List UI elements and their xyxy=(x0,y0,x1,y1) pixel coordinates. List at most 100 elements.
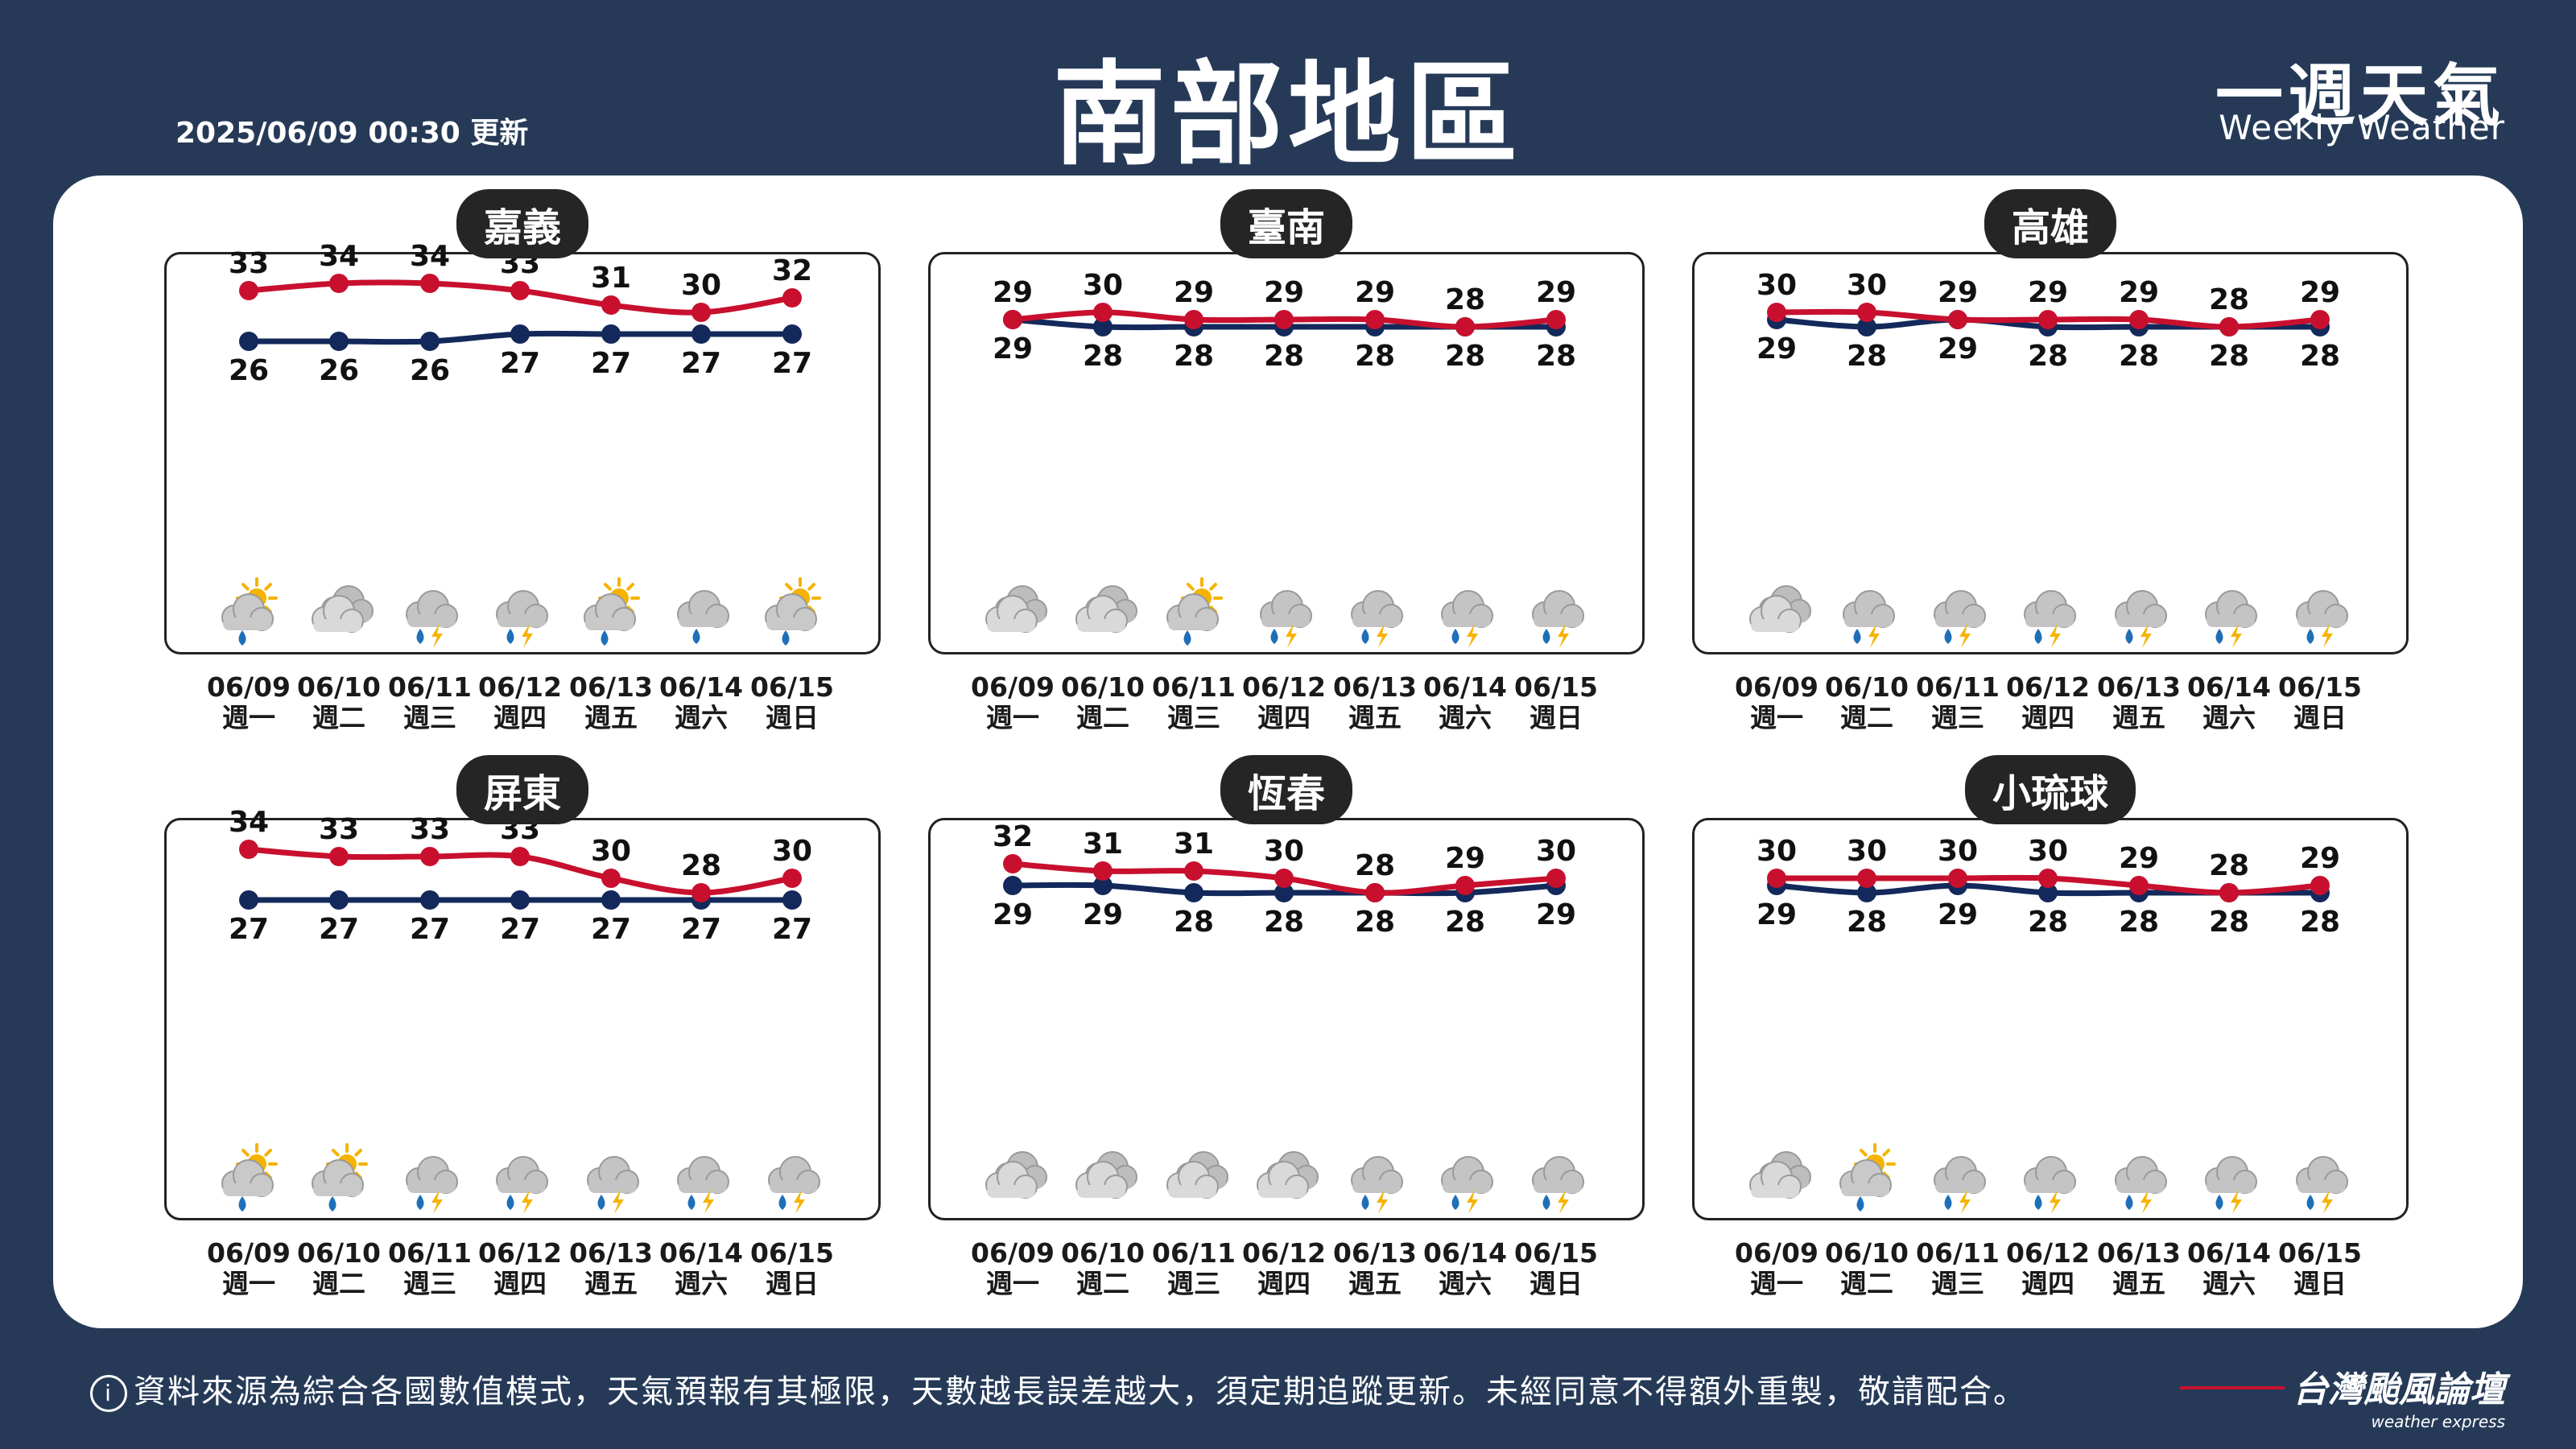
city-name-label: 屏東 xyxy=(456,755,589,824)
day-label: 06/15 週日 xyxy=(744,672,840,733)
high-temp-point xyxy=(1857,869,1876,888)
weekday-text: 週五 xyxy=(584,1268,638,1299)
high-temp-label: 30 xyxy=(1847,835,1887,868)
high-temp-label: 30 xyxy=(772,835,812,868)
high-temp-label: 34 xyxy=(410,240,450,273)
high-temp-label: 34 xyxy=(229,806,269,839)
high-temp-label: 30 xyxy=(2028,835,2068,868)
low-temp-point xyxy=(691,324,711,344)
date-text: 06/09 xyxy=(1735,671,1818,703)
date-text: 06/10 xyxy=(1061,1237,1145,1269)
cloud-shape xyxy=(496,1156,548,1194)
low-temp-label: 28 xyxy=(2209,906,2249,939)
city-card: 恆春 29 29 28 28 28 28 29 32 31 31 30 28 29 30 06/09 週一 06/… xyxy=(928,755,1645,1302)
thunder-rain-icon xyxy=(1532,1156,1584,1214)
city-card: 小琉球 29 28 29 28 28 28 28 30 30 30 30 29 28 29 06/09 週一 06… xyxy=(1692,755,2409,1302)
high-temp-point xyxy=(1003,310,1022,329)
cloud-shape xyxy=(1934,1156,1986,1194)
low-temp-point xyxy=(782,890,802,910)
date-text: 06/14 xyxy=(659,1237,743,1269)
low-temp-label: 28 xyxy=(2028,906,2068,939)
day-label: 06/12 週四 xyxy=(1236,672,1332,733)
low-temp-label: 27 xyxy=(591,347,631,380)
day-label: 06/11 週三 xyxy=(1146,672,1242,733)
thunder-rain-icon xyxy=(2115,590,2167,648)
high-temp-point xyxy=(2310,876,2330,895)
high-temp-point xyxy=(239,281,258,300)
cloud-shape xyxy=(587,1156,639,1194)
weekday-text: 週四 xyxy=(2021,702,2074,733)
cloud-shape xyxy=(768,1156,820,1194)
raindrop-shape xyxy=(2306,629,2314,644)
cloudy-icon xyxy=(1075,585,1137,633)
low-temp-point xyxy=(601,890,621,910)
date-text: 06/15 xyxy=(750,671,834,703)
weekday-text: 週一 xyxy=(1750,1268,1803,1299)
high-temp-point xyxy=(1184,861,1203,881)
city-name-label: 嘉義 xyxy=(456,189,589,258)
high-temp-label: 30 xyxy=(1938,835,1978,868)
day-label: 06/15 週日 xyxy=(2272,1238,2368,1299)
high-temp-point xyxy=(1365,883,1385,902)
day-label: 06/13 週五 xyxy=(1327,672,1423,733)
cloud-shape xyxy=(677,590,729,628)
thunder-rain-icon xyxy=(2115,1156,2167,1214)
day-label: 06/10 週二 xyxy=(291,672,387,733)
cloud-shape xyxy=(406,590,458,628)
high-temp-label: 28 xyxy=(1445,283,1485,316)
cloud-shape xyxy=(312,595,364,633)
cloud-shape xyxy=(1934,590,1986,628)
date-text: 06/14 xyxy=(1423,671,1507,703)
low-temp-point xyxy=(510,324,530,344)
date-text: 06/13 xyxy=(1333,1237,1417,1269)
high-temp-point xyxy=(1274,310,1294,329)
weekday-text: 週三 xyxy=(1167,702,1220,733)
weekday-text: 週六 xyxy=(675,1268,728,1299)
low-temp-label: 29 xyxy=(1083,898,1123,931)
high-temp-label: 30 xyxy=(681,269,721,302)
city-name-label: 高雄 xyxy=(1984,189,2117,258)
low-temp-point xyxy=(1093,317,1113,336)
thunder-rain-icon xyxy=(1351,1156,1403,1214)
high-temp-label: 32 xyxy=(993,820,1033,853)
date-text: 06/12 xyxy=(478,671,562,703)
date-text: 06/09 xyxy=(207,671,291,703)
cloud-shape xyxy=(584,593,636,631)
high-temp-point xyxy=(2129,876,2149,895)
high-temp-point xyxy=(601,869,621,888)
cloud-shape xyxy=(985,595,1038,633)
day-label: 06/10 週二 xyxy=(1055,1238,1151,1299)
low-temp-label: 28 xyxy=(2209,340,2249,373)
cloud-shape xyxy=(221,1159,274,1197)
partly-sunny-rain-icon xyxy=(221,1143,278,1212)
weekday-text: 週六 xyxy=(2202,1268,2256,1299)
raindrop-shape xyxy=(601,630,609,646)
high-temp-point xyxy=(601,295,621,315)
low-temp-point xyxy=(510,890,530,910)
raindrop-shape xyxy=(2306,1195,2314,1210)
date-text: 06/13 xyxy=(569,671,653,703)
cloud-shape xyxy=(312,1159,364,1197)
cloud-shape xyxy=(2024,1156,2076,1194)
weekday-text: 週六 xyxy=(2202,702,2256,733)
high-temp-label: 30 xyxy=(591,835,631,868)
high-temp-point xyxy=(329,847,349,866)
high-temp-label: 29 xyxy=(2119,276,2159,309)
weekday-text: 週三 xyxy=(1167,1268,1220,1299)
lightning-shape xyxy=(2322,624,2333,648)
cloud-shape xyxy=(1532,1156,1584,1194)
date-text: 06/13 xyxy=(2097,671,2181,703)
weekday-text: 週二 xyxy=(312,702,365,733)
low-temp-label: 27 xyxy=(229,913,269,946)
cloud-shape xyxy=(2115,590,2167,628)
weekday-text: 週四 xyxy=(493,702,547,733)
high-temp-label: 30 xyxy=(1536,835,1576,868)
low-temp-point xyxy=(1857,883,1876,902)
weekday-text: 週五 xyxy=(584,702,638,733)
raindrop-shape xyxy=(778,1195,786,1210)
chart-frame xyxy=(164,252,881,654)
low-temp-point xyxy=(2038,883,2058,902)
lightning-shape xyxy=(1959,624,1971,648)
lightning-shape xyxy=(2140,1190,2152,1214)
